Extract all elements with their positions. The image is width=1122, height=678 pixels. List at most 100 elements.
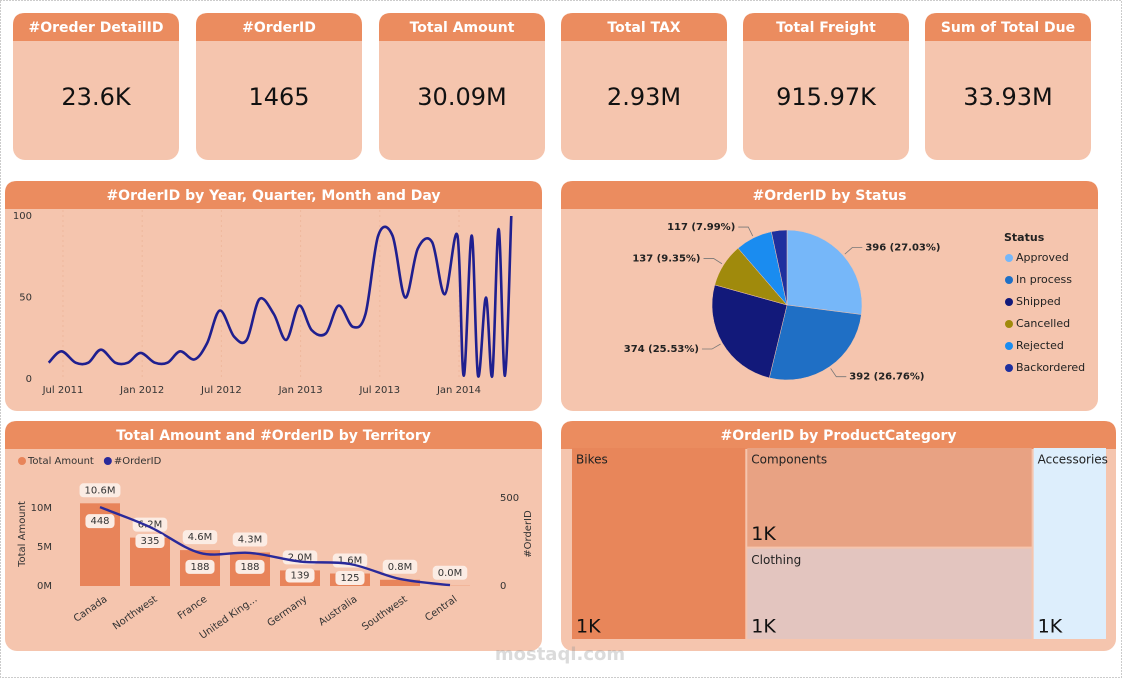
pie-slice — [771, 229, 788, 306]
data-label-box — [85, 514, 115, 529]
kpi-card-header — [743, 13, 909, 41]
legend-swatch — [1005, 342, 1013, 350]
data-label-box — [235, 559, 265, 574]
x-tick-label: Jul 2012 — [200, 385, 242, 396]
kpi-card-header — [925, 13, 1091, 41]
data-label: 0.8M — [388, 562, 413, 573]
data-label: 4.3M — [238, 534, 263, 545]
watermark: mostaql.com — [495, 644, 625, 665]
legend-swatch — [1005, 254, 1013, 262]
kpi-card — [925, 13, 1091, 160]
y-tick-label: 50 — [19, 293, 32, 304]
legend-label: Backordered — [1016, 361, 1085, 374]
data-label-box — [135, 534, 165, 549]
kpi-value: 915.97K — [776, 83, 877, 111]
data-label: 4.6M — [188, 532, 213, 543]
y2-axis-title: #OrderID — [523, 510, 534, 558]
data-label-group: 188 — [185, 559, 215, 574]
data-label: 0.0M — [438, 568, 463, 579]
data-label: 188 — [240, 562, 259, 573]
y2-tick-label: 0 — [500, 581, 506, 592]
legend-label: Shipped — [1016, 295, 1061, 308]
data-label-box — [185, 559, 215, 574]
kpi-value: 30.09M — [417, 83, 506, 111]
legend-swatch — [1005, 298, 1013, 306]
tile-value: 1K — [751, 616, 776, 638]
leader-line — [844, 247, 863, 255]
data-label-box — [182, 530, 218, 545]
data-label-group: 4.6M — [182, 530, 218, 545]
data-label-group: 125 — [335, 571, 365, 585]
panel-header — [5, 181, 542, 209]
legend-title: Status — [1004, 231, 1045, 244]
panel-title: #OrderID by Status — [753, 188, 907, 204]
legend-label: Cancelled — [1016, 317, 1070, 330]
data-label-group: 188 — [235, 559, 265, 574]
data-label-group: 139 — [285, 568, 315, 583]
legend-label: Approved — [1016, 251, 1069, 264]
kpi-card — [561, 13, 727, 160]
data-label-box — [285, 568, 315, 583]
treemap-tile — [1033, 448, 1106, 639]
leader-line — [830, 368, 847, 378]
data-label: 6.2M — [138, 520, 163, 531]
panel-header — [5, 421, 542, 449]
kpi-value: 2.93M — [607, 83, 681, 111]
pie-slice — [711, 284, 788, 379]
legend-swatch — [1005, 364, 1013, 372]
data-label-group: 10.6M — [79, 483, 121, 498]
leader-line — [701, 343, 721, 350]
data-label-box — [335, 571, 365, 585]
panel-header — [561, 421, 1116, 449]
data-label: 137 (9.35%) — [632, 253, 700, 264]
y-axis-title: Total Amount — [17, 501, 28, 568]
kpi-card-header — [13, 13, 179, 41]
data-label: 139 — [290, 571, 309, 582]
x-tick-label: Jan 2012 — [119, 385, 164, 396]
tile-value: 1K — [576, 616, 601, 638]
data-label-group: 0.8M — [382, 559, 418, 574]
legend-label: Rejected — [1016, 339, 1064, 352]
y-tick-label: 0 — [26, 374, 32, 385]
x-tick-label: Jul 2013 — [358, 385, 400, 396]
data-label: 117 (7.99%) — [667, 222, 735, 233]
legend-label: #OrderID — [114, 456, 162, 467]
tile-value: 1K — [1038, 616, 1063, 638]
treemap-tile — [572, 448, 746, 639]
kpi-card-header — [561, 13, 727, 41]
kpi-card-header — [379, 13, 545, 41]
kpi-card-header — [196, 13, 362, 41]
x-tick-label: Jan 2014 — [436, 385, 481, 396]
tile-label: Clothing — [751, 553, 801, 567]
pie-slice — [769, 304, 862, 381]
data-label-box — [382, 559, 418, 574]
data-label: 448 — [90, 516, 109, 527]
panel-title: #OrderID by Year, Quarter, Month and Day — [106, 188, 440, 204]
data-label-box — [232, 532, 268, 547]
tile-label: Accessories — [1038, 453, 1108, 467]
panel-header — [561, 181, 1098, 209]
data-label-group: 0.0M — [432, 565, 468, 580]
y-tick-label: 5M — [37, 542, 52, 553]
kpi-title: Total Freight — [776, 20, 876, 36]
panel-title: Total Amount and #OrderID by Territory — [116, 428, 431, 444]
line — [99, 506, 451, 587]
data-label-box — [132, 517, 168, 532]
panel-title: #OrderID by ProductCategory — [720, 428, 956, 444]
data-label: 335 — [140, 536, 159, 547]
kpi-card — [379, 13, 545, 160]
y-tick-label: 0M — [37, 581, 52, 592]
data-label: 374 (25.53%) — [624, 344, 699, 355]
data-label-box — [432, 565, 468, 580]
data-label-group: 448 — [85, 514, 115, 529]
tile-value: 1K — [751, 523, 776, 545]
data-label-group: 6.2M — [132, 517, 168, 532]
treemap-tile — [747, 548, 1032, 639]
tile-label: Components — [751, 453, 827, 467]
kpi-title: Total TAX — [607, 20, 680, 36]
data-label-group: 335 — [135, 534, 165, 549]
data-label: 10.6M — [85, 485, 116, 496]
legend-label: Total Amount — [27, 456, 94, 467]
x-tick-label: Jul 2011 — [42, 385, 84, 396]
data-label: 2.0M — [288, 552, 313, 563]
